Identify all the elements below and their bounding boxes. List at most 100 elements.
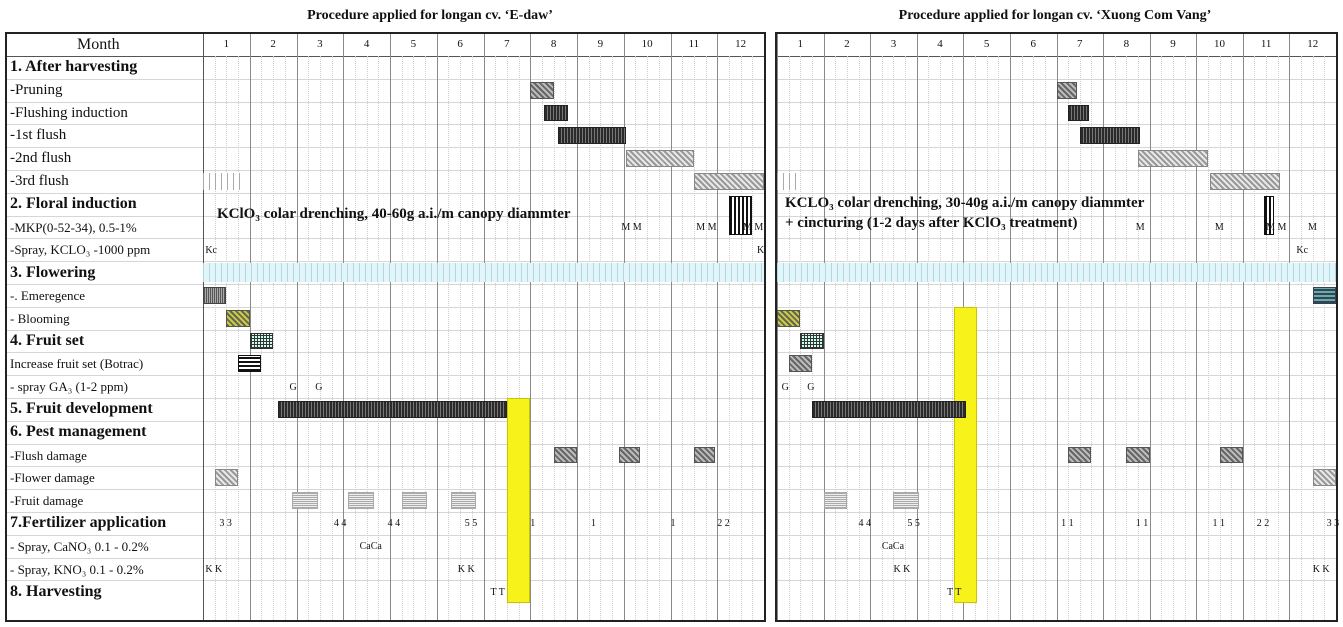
month-header-label: Month bbox=[77, 36, 120, 53]
schedule-bar bbox=[1056, 81, 1078, 99]
week-divider bbox=[951, 56, 953, 620]
week-divider bbox=[541, 56, 543, 620]
week-divider bbox=[1231, 56, 1233, 620]
row-label: Increase fruit set (Botrac) bbox=[10, 356, 144, 372]
row-label: -Pruning bbox=[10, 81, 63, 98]
schedule-mark: 1 1 bbox=[1061, 518, 1074, 530]
schedule-mark: M M bbox=[1266, 222, 1287, 233]
row-label: -1st flush bbox=[10, 127, 67, 144]
week-divider bbox=[1021, 56, 1023, 620]
schedule-mark: 1 bbox=[670, 518, 676, 530]
schedule-mark: 2 2 bbox=[1256, 518, 1270, 530]
month-label: 1 bbox=[223, 38, 230, 50]
schedule-mark: 1 1 bbox=[1212, 518, 1226, 530]
month-label: 8 bbox=[550, 38, 557, 50]
week-divider bbox=[1126, 56, 1128, 620]
week-divider bbox=[1114, 56, 1116, 620]
schedule-mark: K bbox=[756, 244, 765, 256]
schedule-mark: K K bbox=[1312, 564, 1330, 575]
schedule-bar bbox=[238, 355, 262, 373]
schedule-bar bbox=[728, 195, 753, 236]
month-divider bbox=[1196, 34, 1198, 620]
month-label: 2 bbox=[844, 38, 850, 50]
month-divider bbox=[343, 34, 345, 620]
schedule-mark: 5 5 bbox=[464, 518, 478, 530]
schedule-bar bbox=[1312, 287, 1336, 304]
row-label: 7.Fertilizer application bbox=[10, 514, 167, 532]
month-divider bbox=[1242, 34, 1244, 620]
month-divider bbox=[717, 34, 719, 620]
flowering-band bbox=[777, 263, 1336, 282]
week-divider bbox=[401, 56, 403, 620]
week-divider bbox=[600, 56, 602, 620]
schedule-bar bbox=[1079, 127, 1141, 145]
week-divider bbox=[284, 56, 286, 620]
month-label: 11 bbox=[1260, 38, 1272, 50]
schedule-mark: CaCa bbox=[881, 541, 905, 553]
schedule-bar bbox=[1312, 469, 1336, 487]
schedule-mark: G bbox=[781, 381, 789, 393]
month-label: 5 bbox=[410, 38, 417, 50]
schedule-mark: K K bbox=[205, 564, 223, 575]
schedule-bar bbox=[1210, 173, 1281, 190]
week-divider bbox=[1324, 56, 1326, 620]
week-divider bbox=[238, 56, 240, 620]
week-divider bbox=[1068, 56, 1070, 620]
schedule-bar bbox=[558, 127, 627, 145]
schedule-bar bbox=[800, 332, 824, 350]
row-divider bbox=[7, 466, 764, 468]
week-divider bbox=[354, 56, 356, 620]
schedule-bar bbox=[530, 81, 554, 99]
week-divider bbox=[553, 56, 555, 620]
month-label: 6 bbox=[457, 38, 463, 50]
week-divider bbox=[460, 56, 462, 620]
schedule-bar bbox=[1126, 446, 1150, 464]
row-divider bbox=[7, 147, 764, 149]
week-divider bbox=[612, 56, 614, 620]
month-label: 8 bbox=[1123, 38, 1130, 50]
week-divider bbox=[752, 56, 754, 620]
week-divider bbox=[1266, 56, 1268, 620]
row-divider bbox=[7, 261, 764, 263]
month-divider bbox=[296, 34, 298, 620]
row-label: -2nd flush bbox=[10, 150, 72, 167]
month-label: 6 bbox=[1030, 38, 1036, 50]
row-label: 3. Flowering bbox=[10, 263, 96, 281]
week-divider bbox=[647, 56, 649, 620]
schedule-mark: 5 5 bbox=[907, 518, 920, 530]
month-divider bbox=[777, 34, 778, 620]
schedule-bar bbox=[203, 173, 241, 190]
schedule-bar bbox=[811, 401, 966, 418]
schedule-bar bbox=[619, 446, 641, 464]
schedule-bar bbox=[1263, 195, 1275, 236]
schedule-mark: T T bbox=[490, 586, 505, 598]
month-label: 12 bbox=[735, 38, 747, 50]
right-panel-title: Procedure applied for longan cv. ‘Xuong … bbox=[898, 8, 1212, 23]
week-divider bbox=[1312, 56, 1314, 620]
harvest-highlight-column bbox=[506, 398, 531, 604]
month-divider bbox=[390, 34, 391, 620]
month-divider bbox=[870, 34, 872, 620]
row-label: -. Emeregence bbox=[10, 287, 86, 303]
header-divider bbox=[7, 56, 764, 57]
row-divider bbox=[7, 489, 764, 491]
week-divider bbox=[728, 56, 730, 620]
month-divider bbox=[670, 34, 672, 620]
week-divider bbox=[693, 56, 695, 620]
schedule-mark: 1 bbox=[591, 518, 597, 530]
schedule-mark: Kc bbox=[1296, 244, 1309, 256]
schedule-mark: 4 4 bbox=[387, 518, 401, 530]
schedule-bar bbox=[777, 309, 801, 327]
row-divider bbox=[7, 398, 764, 399]
schedule-bar bbox=[544, 104, 568, 122]
month-label: 5 bbox=[983, 38, 990, 50]
row-label: 6. Pest management bbox=[10, 423, 147, 441]
schedule-bar bbox=[1219, 446, 1243, 464]
row-label: 5. Fruit development bbox=[10, 400, 153, 418]
week-divider bbox=[1254, 56, 1256, 620]
row-label: 1. After harvesting bbox=[10, 58, 138, 76]
row-label: 8. Harvesting bbox=[10, 582, 102, 600]
schedule-bar bbox=[203, 287, 227, 304]
row-divider bbox=[7, 238, 764, 240]
